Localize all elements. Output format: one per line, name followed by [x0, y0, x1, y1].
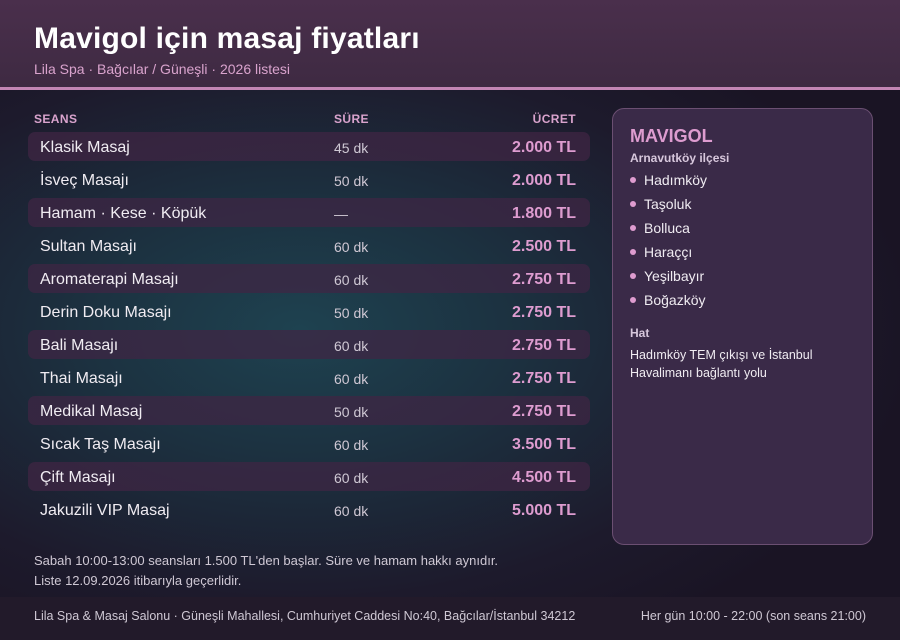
- service-price: 5.000 TL: [511, 502, 576, 519]
- neighborhood-item: Boğazköy: [630, 292, 707, 316]
- table-row: Jakuzili VIP Masaj 60 dk 5.000 TL: [28, 495, 590, 524]
- column-header-price: ÜCRET: [532, 112, 576, 126]
- bullet-icon: [630, 177, 636, 183]
- footer-hours: Her gün 10:00 - 22:00 (son seans 21:00): [640, 609, 866, 623]
- table-row: Sıcak Taş Masajı 60 dk 3.500 TL: [28, 429, 590, 458]
- service-duration: 50 dk: [334, 173, 369, 189]
- service-name: Çift Masajı: [40, 469, 116, 486]
- table-row: Bali Masajı 60 dk 2.750 TL: [28, 330, 590, 359]
- service-name: Aromaterapi Masajı: [40, 271, 179, 288]
- neighborhood-item: Taşoluk: [630, 196, 707, 220]
- service-duration: 60 dk: [334, 437, 369, 453]
- neighborhood-label: Boğazköy: [644, 292, 706, 308]
- service-name: İsveç Masajı: [40, 172, 129, 189]
- service-name: Medikal Masaj: [40, 403, 143, 420]
- column-header-duration: SÜRE: [334, 112, 369, 126]
- neighborhood-label: Bolluca: [644, 220, 690, 236]
- service-duration: 60 dk: [334, 503, 369, 519]
- bullet-icon: [630, 201, 636, 207]
- service-price: 2.500 TL: [511, 238, 576, 255]
- neighborhood-label: Hadımköy: [644, 172, 708, 188]
- service-duration: 60 dk: [334, 470, 369, 486]
- table-row: Sultan Masajı 60 dk 2.500 TL: [28, 231, 590, 260]
- neighborhood-label: Haraççı: [644, 244, 693, 260]
- service-name: Hamam · Kese · Köpük: [40, 205, 207, 222]
- neighborhood-label: Taşoluk: [644, 196, 692, 212]
- service-duration: 45 dk: [334, 140, 369, 156]
- bullet-icon: [630, 225, 636, 231]
- table-row: Aromaterapi Masajı 60 dk 2.750 TL: [28, 264, 590, 293]
- neighborhood-list: Hadımköy Taşoluk Bolluca Haraççı Yeşilbayır B…: [630, 172, 707, 316]
- footer-address: Lila Spa & Masaj Salonu · Güneşli Mahall…: [34, 609, 576, 623]
- service-price: 1.800 TL: [511, 205, 576, 222]
- service-price: 3.500 TL: [511, 436, 576, 453]
- table-row: İsveç Masajı 50 dk 2.000 TL: [28, 165, 590, 194]
- service-duration: 60 dk: [334, 272, 369, 288]
- service-price: 2.750 TL: [511, 370, 576, 387]
- service-name: Jakuzili VIP Masaj: [40, 502, 170, 519]
- column-header-session: SEANS: [34, 112, 78, 126]
- service-name: Bali Masajı: [40, 337, 119, 354]
- panel-title: MAVIGOL: [630, 126, 713, 146]
- page-title: Mavigol için masaj fiyatları: [34, 22, 420, 55]
- location-panel: MAVIGOL Arnavutköy ilçesi Hadımköy Taşolu…: [612, 108, 873, 545]
- service-duration: 60 dk: [334, 338, 369, 354]
- service-duration: 50 dk: [334, 305, 369, 321]
- service-price: 2.750 TL: [511, 403, 576, 420]
- panel-district: Arnavutköy ilçesi: [630, 151, 730, 165]
- neighborhood-item: Hadımköy: [630, 172, 707, 196]
- page-footer: Lila Spa & Masaj Salonu · Güneşli Mahall…: [0, 597, 900, 640]
- line-label: Hat: [630, 326, 650, 340]
- service-name: Thai Masajı: [40, 370, 123, 387]
- neighborhood-item: Bolluca: [630, 220, 707, 244]
- service-duration: 50 dk: [334, 404, 369, 420]
- service-price: 2.000 TL: [511, 139, 576, 156]
- bullet-icon: [630, 249, 636, 255]
- service-price: 4.500 TL: [511, 469, 576, 486]
- line-text: Hadımköy TEM çıkışı ve İstanbul Havalima…: [630, 348, 813, 380]
- service-name: Klasik Masaj: [40, 139, 130, 156]
- bullet-icon: [630, 273, 636, 279]
- table-row: Hamam · Kese · Köpük — 1.800 TL: [28, 198, 590, 227]
- price-table: Klasik Masaj 45 dk 2.000 TL İsveç Masajı 50 …: [28, 132, 590, 528]
- service-price: 2.750 TL: [511, 337, 576, 354]
- service-price: 2.750 TL: [511, 271, 576, 288]
- service-duration: 60 dk: [334, 239, 369, 255]
- table-row: Klasik Masaj 45 dk 2.000 TL: [28, 132, 590, 161]
- neighborhood-label: Yeşilbayır: [644, 268, 705, 284]
- service-duration: 60 dk: [334, 371, 369, 387]
- bullet-icon: [630, 297, 636, 303]
- validity-note: Liste 12.09.2026 itibarıyla geçerlidir.: [34, 573, 242, 588]
- service-price: 2.750 TL: [511, 304, 576, 321]
- morning-note: Sabah 10:00-13:00 seansları 1.500 TL'den…: [34, 553, 499, 568]
- service-name: Sıcak Taş Masajı: [40, 436, 161, 453]
- service-duration: —: [334, 206, 348, 222]
- table-row: Derin Doku Masajı 50 dk 2.750 TL: [28, 297, 590, 326]
- page-header: Mavigol için masaj fiyatları Lila Spa · …: [0, 0, 900, 90]
- table-row: Medikal Masaj 50 dk 2.750 TL: [28, 396, 590, 425]
- page-subtitle: Lila Spa · Bağcılar / Güneşli · 2026 lis…: [34, 61, 291, 77]
- table-row: Çift Masajı 60 dk 4.500 TL: [28, 462, 590, 491]
- service-price: 2.000 TL: [511, 172, 576, 189]
- service-name: Derin Doku Masajı: [40, 304, 172, 321]
- service-name: Sultan Masajı: [40, 238, 137, 255]
- neighborhood-item: Yeşilbayır: [630, 268, 707, 292]
- table-row: Thai Masajı 60 dk 2.750 TL: [28, 363, 590, 392]
- neighborhood-item: Haraççı: [630, 244, 707, 268]
